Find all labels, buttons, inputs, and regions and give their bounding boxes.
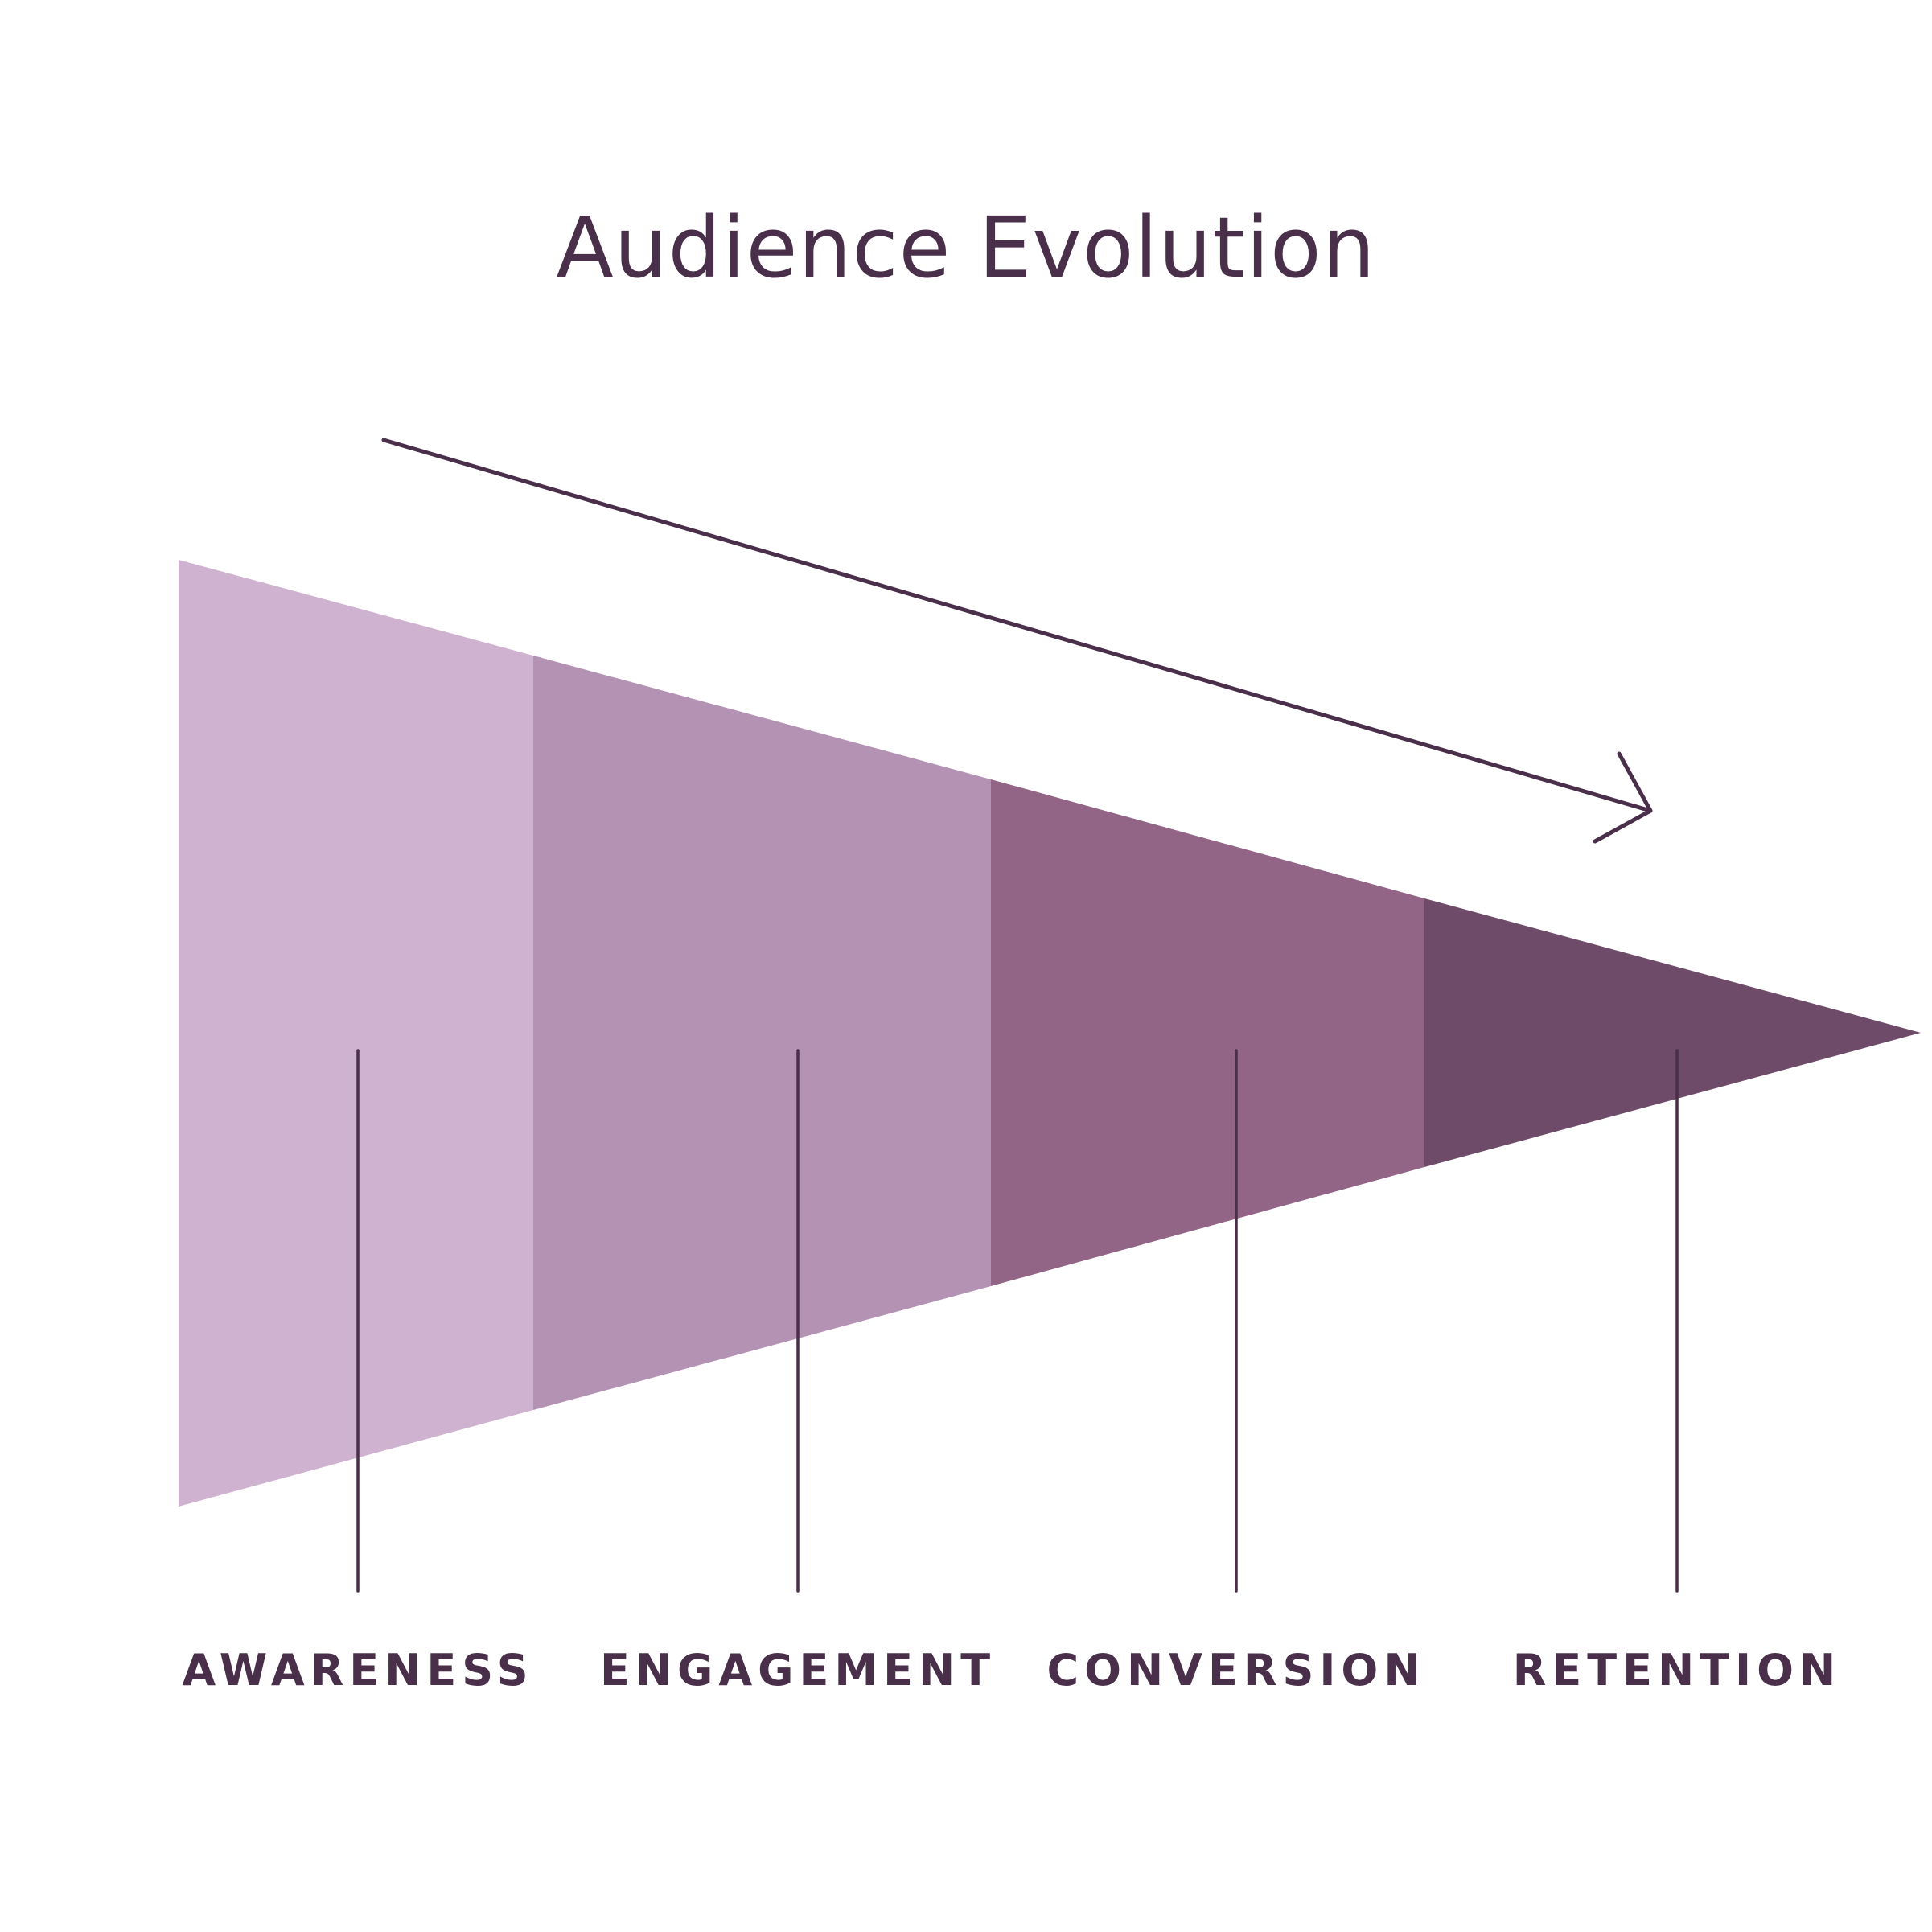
stage-label-awareness: AWARENESS — [182, 1645, 533, 1696]
funnel-segment-retention — [1424, 898, 1921, 1167]
funnel-segment-conversion — [991, 779, 1424, 1286]
stage-label-engagement: ENGAGEMENT — [600, 1645, 996, 1696]
stage-label-conversion: CONVERSION — [1046, 1645, 1425, 1696]
funnel-segment-engagement — [533, 656, 991, 1410]
direction-arrow — [381, 438, 1653, 844]
stage-label-retention: RETENTION — [1513, 1645, 1841, 1696]
diagram-title: Audience Evolution — [557, 199, 1376, 297]
arrow-head-icon — [1593, 751, 1653, 844]
funnel-segment-awareness — [179, 560, 533, 1507]
